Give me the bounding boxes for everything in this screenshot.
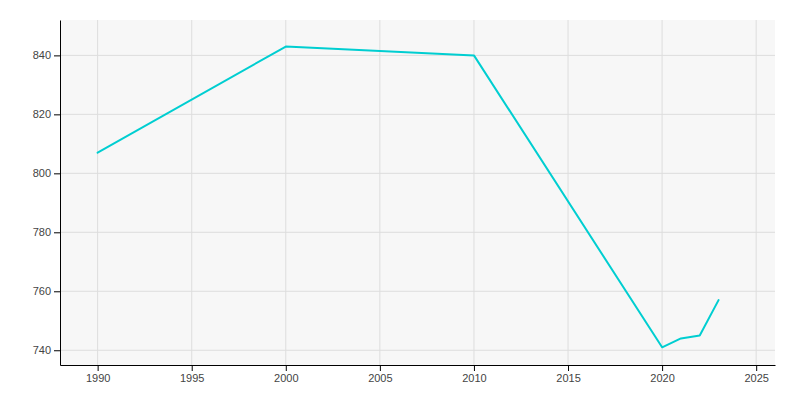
tick-label: 2000: [274, 372, 298, 384]
grid-line-y: [60, 291, 775, 292]
grid-line-y: [60, 232, 775, 233]
tick: 2020: [650, 365, 674, 384]
tick: 760: [33, 285, 60, 297]
grid-line-x: [756, 20, 757, 365]
line: [98, 47, 719, 348]
tick-label: 760: [33, 285, 51, 297]
tick-mark: [756, 365, 757, 371]
tick-label: 2025: [744, 372, 768, 384]
tick-label: 2010: [462, 372, 486, 384]
tick-label: 740: [33, 344, 51, 356]
tick-mark: [380, 365, 381, 371]
tick: 2000: [274, 365, 298, 384]
plot-area: [60, 20, 775, 365]
tick-mark: [568, 365, 569, 371]
tick: 740: [33, 344, 60, 356]
tick-mark: [474, 365, 475, 371]
tick: 1995: [180, 365, 204, 384]
tick-mark: [662, 365, 663, 371]
tick-mark: [54, 350, 60, 351]
grid-line-x: [379, 20, 380, 365]
tick-mark: [54, 291, 60, 292]
tick: 2010: [462, 365, 486, 384]
tick: 1990: [86, 365, 110, 384]
tick: 840: [33, 49, 60, 61]
tick-label: 2020: [650, 372, 674, 384]
grid-line-x: [473, 20, 474, 365]
tick-mark: [98, 365, 99, 371]
grid-line-x: [97, 20, 98, 365]
tick-label: 800: [33, 167, 51, 179]
tick-label: 2005: [368, 372, 392, 384]
tick-mark: [54, 173, 60, 174]
tick-mark: [286, 365, 287, 371]
tick: 780: [33, 226, 60, 238]
grid-line-y: [60, 55, 775, 56]
chart: 1990 1995 2000 2005 2010 2015 2020 2025 740 760 78…: [0, 0, 800, 400]
tick: 800: [33, 167, 60, 179]
tick-label: 780: [33, 226, 51, 238]
tick: 820: [33, 108, 60, 120]
tick-label: 820: [33, 108, 51, 120]
grid-line-y: [60, 173, 775, 174]
tick-label: 1995: [180, 372, 204, 384]
tick-mark: [54, 114, 60, 115]
tick-label: 840: [33, 49, 51, 61]
tick-mark: [192, 365, 193, 371]
tick-label: 1990: [86, 372, 110, 384]
axis-line: [60, 21, 61, 366]
tick-mark: [54, 55, 60, 56]
grid: [60, 20, 775, 365]
axis-line: [61, 365, 776, 366]
tick: 2005: [368, 365, 392, 384]
grid-line-x: [568, 20, 569, 365]
marks: [98, 47, 719, 348]
grid-line-y: [60, 350, 775, 351]
x-axis: 1990 1995 2000 2005 2010 2015 2020 2025: [61, 365, 776, 384]
tick-label: 2015: [556, 372, 580, 384]
grid-line-x: [285, 20, 286, 365]
grid-line-x: [662, 20, 663, 365]
grid-line-x: [191, 20, 192, 365]
tick-mark: [54, 232, 60, 233]
tick: 2015: [556, 365, 580, 384]
tick: 2025: [744, 365, 768, 384]
y-axis: 740 760 780 800 820 840: [33, 21, 61, 366]
